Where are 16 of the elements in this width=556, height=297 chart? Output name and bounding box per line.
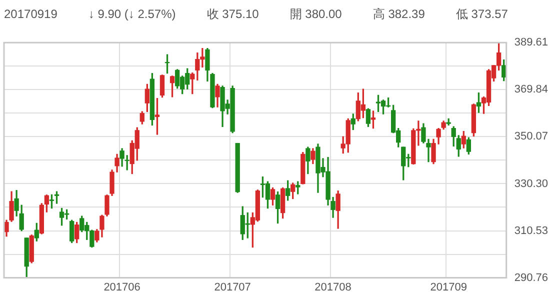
x-tick-label: 201707 <box>214 281 251 294</box>
text: 高 382.39 <box>372 6 425 22</box>
text: 低 373.57 <box>456 6 508 22</box>
text: 20170919 <box>4 7 58 21</box>
text: 開 380.00 <box>290 6 342 22</box>
x-tick-label: 201709 <box>430 281 467 294</box>
y-tick-label: 350.07 <box>514 130 548 143</box>
text: ↓ 9.90 (↓ 2.57%) <box>88 7 176 21</box>
y-tick-label: 369.84 <box>514 84 548 96</box>
y-tick-label: 290.76 <box>514 272 548 284</box>
y-tick-label: 389.61 <box>514 36 548 49</box>
text: 收 375.10 <box>206 6 259 22</box>
x-tick-label: 201706 <box>104 281 140 294</box>
y-tick-label: 310.53 <box>514 224 548 237</box>
x-tick-label: 201708 <box>314 281 352 294</box>
y-tick-label: 330.30 <box>514 178 548 190</box>
